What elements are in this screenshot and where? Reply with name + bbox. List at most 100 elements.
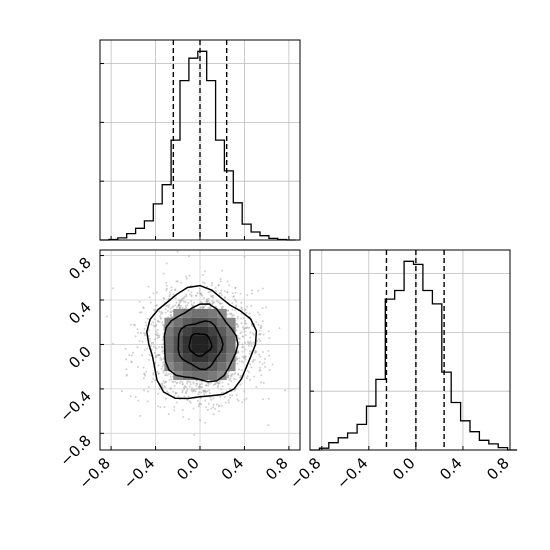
scatter-point xyxy=(211,300,214,303)
scatter-point xyxy=(238,360,241,363)
scatter-point xyxy=(278,327,281,330)
scatter-point xyxy=(126,373,128,376)
scatter-point xyxy=(205,384,208,387)
histogram-step-line xyxy=(100,50,296,241)
scatter-point xyxy=(226,376,229,379)
scatter-point xyxy=(246,340,249,343)
scatter-point xyxy=(204,390,207,393)
scatter-point xyxy=(261,287,264,290)
scatter-point xyxy=(143,332,146,335)
scatter-point xyxy=(181,389,184,392)
scatter-point xyxy=(204,391,207,394)
scatter-point xyxy=(206,300,209,303)
scatter-point xyxy=(158,354,161,357)
scatter-point xyxy=(150,342,153,344)
scatter-point xyxy=(241,401,244,404)
scatter-point xyxy=(186,382,189,385)
scatter-point xyxy=(167,413,170,415)
scatter-point xyxy=(142,307,145,310)
scatter-point xyxy=(157,405,160,408)
scatter-point xyxy=(284,389,287,392)
scatter-point xyxy=(200,386,202,389)
scatter-point xyxy=(229,394,231,396)
scatter-point xyxy=(161,384,164,387)
scatter-point xyxy=(239,376,241,379)
scatter-point xyxy=(236,357,239,360)
scatter-point xyxy=(174,289,177,292)
scatter-point xyxy=(252,333,255,336)
scatter-point xyxy=(227,383,230,386)
scatter-point xyxy=(177,303,180,306)
scatter-point xyxy=(182,300,185,303)
scatter-point xyxy=(177,305,180,308)
scatter-point xyxy=(189,401,192,404)
scatter-point xyxy=(235,356,238,358)
scatter-point xyxy=(246,375,249,378)
scatter-point xyxy=(168,303,171,306)
scatter-point xyxy=(183,386,186,389)
scatter-point xyxy=(258,361,261,363)
scatter-point xyxy=(244,342,247,344)
scatter-point xyxy=(206,390,209,393)
scatter-point xyxy=(176,250,179,253)
scatter-point xyxy=(158,334,161,337)
scatter-point xyxy=(181,306,184,309)
scatter-point xyxy=(200,391,203,394)
scatter-point xyxy=(151,380,153,383)
scatter-point xyxy=(262,398,264,401)
scatter-point xyxy=(247,342,250,344)
density-cell xyxy=(182,317,192,327)
scatter-point xyxy=(158,310,161,313)
scatter-point xyxy=(244,319,247,322)
scatter-point xyxy=(231,315,234,317)
scatter-point xyxy=(217,382,220,385)
scatter-point xyxy=(196,292,199,295)
scatter-point xyxy=(211,296,214,299)
scatter-point xyxy=(150,323,153,326)
scatter-point xyxy=(224,401,227,404)
scatter-point xyxy=(253,358,256,361)
scatter-point xyxy=(164,380,167,383)
density-cell xyxy=(182,326,192,336)
scatter-point xyxy=(234,378,237,381)
scatter-point xyxy=(252,341,255,344)
scatter-point xyxy=(181,381,184,384)
scatter-point xyxy=(204,389,206,392)
scatter-point xyxy=(140,311,143,314)
right-histogram-panel: −0.8 −0.4 0.0 0.4 0.8 xyxy=(286,249,518,493)
scatter-point xyxy=(161,312,164,315)
scatter-point xyxy=(267,397,270,400)
scatter-point xyxy=(226,280,229,283)
scatter-point xyxy=(160,317,163,320)
scatter-point xyxy=(227,309,230,312)
scatter-point xyxy=(170,378,173,381)
scatter-point xyxy=(199,397,202,400)
scatter-point xyxy=(229,374,232,377)
scatter-point xyxy=(145,324,148,327)
density-cell xyxy=(182,371,192,380)
scatter-point xyxy=(169,387,172,390)
scatter-point xyxy=(210,284,213,287)
scatter-point xyxy=(259,355,262,358)
scatter-point xyxy=(264,365,266,368)
density-cell xyxy=(208,344,218,354)
density-cell xyxy=(217,317,227,327)
scatter-point xyxy=(144,374,147,377)
scatter-point xyxy=(248,326,251,329)
scatter-point xyxy=(187,380,190,383)
scatter-point xyxy=(147,329,150,331)
scatter-point xyxy=(139,414,142,417)
scatter-point xyxy=(192,381,195,384)
scatter-point xyxy=(167,392,170,394)
scatter-point xyxy=(236,323,238,325)
scatter-point xyxy=(236,317,239,320)
scatter-point xyxy=(230,312,232,315)
scatter-point xyxy=(161,338,164,341)
scatter-point xyxy=(219,280,222,283)
scatter-point xyxy=(125,368,128,371)
scatter-point xyxy=(130,361,133,364)
scatter-point xyxy=(168,291,171,294)
scatter-point xyxy=(209,396,212,399)
scatter-point xyxy=(125,358,128,361)
scatter-point xyxy=(169,387,172,390)
